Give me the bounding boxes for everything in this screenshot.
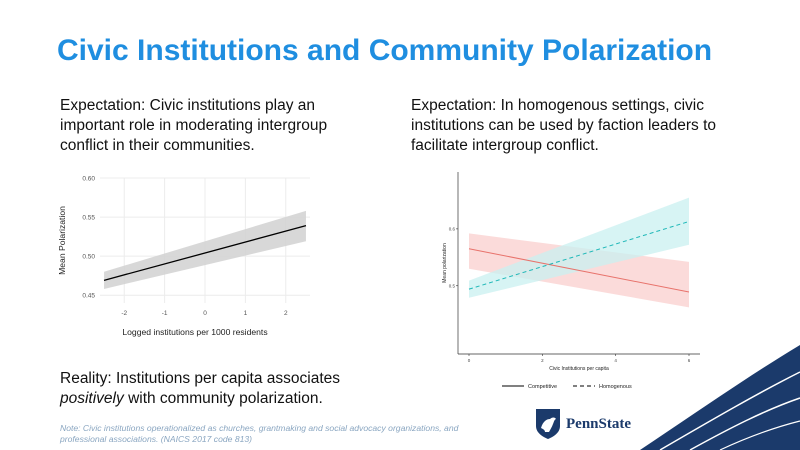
y-tick-label: 0.50 [82, 254, 95, 261]
footnote: Note: Civic institutions operationalized… [60, 423, 459, 444]
expectation-text: Civic institutions play an important rol… [60, 97, 328, 154]
confidence-band [104, 210, 306, 289]
y-axis-label: Mean Polarization [57, 206, 67, 275]
x-tick-label: 4 [614, 358, 617, 363]
y-tick-label: 0.60 [82, 176, 95, 183]
x-tick-label: 1 [244, 310, 248, 317]
legend-label-competitive: Competitive [528, 384, 557, 390]
x-axis-label: Logged institutions per 1000 residents [122, 327, 267, 337]
reality-text-emphasis: positively [60, 390, 124, 407]
shield-icon [536, 409, 560, 439]
y-tick-label: 0.6 [449, 227, 456, 232]
x-tick-label: 2 [284, 310, 288, 317]
pennstate-logo: PennState [535, 408, 655, 440]
page-title: Civic Institutions and Community Polariz… [57, 34, 713, 67]
expectation-block-left: Expectation: Civic institutions play an … [60, 96, 360, 156]
chart-right: 0.5 0.6 0 2 4 6 Civic Institutions per capita M… [442, 172, 700, 390]
x-tick-label: 0 [203, 310, 207, 317]
y-tick-label: 0.55 [82, 215, 95, 222]
x-tick-label: 0 [468, 358, 471, 363]
x-tick-label: -2 [121, 310, 127, 317]
series-homogenous-line [468, 221, 690, 290]
expectation-text: In homogenous settings, civic institutio… [411, 97, 717, 154]
x-tick-label: -1 [162, 310, 168, 317]
chart-left: 0.45 0.50 0.55 0.60 -2 -1 0 1 2 Logged institutio… [57, 176, 310, 337]
legend-label-homogenous: Homogenous [599, 384, 632, 390]
y-axis-label: Mean polarization [442, 243, 448, 283]
y-tick-label: 0.45 [82, 293, 95, 300]
x-axis-label: Civic Institutions per capita [549, 366, 609, 372]
reality-lead: Reality: [60, 370, 112, 387]
y-tick-label: 0.5 [449, 284, 456, 289]
reality-text-b: with community polarization. [128, 390, 323, 407]
x-tick-label: 2 [541, 358, 544, 363]
reality-text-a: Institutions per capita associates [116, 370, 341, 387]
expectation-lead: Expectation: [411, 97, 497, 114]
expectation-block-right: Expectation: In homogenous settings, civ… [411, 96, 751, 156]
series-competitive-line [468, 248, 690, 293]
x-tick-label: 6 [688, 358, 691, 363]
expectation-lead: Expectation: [60, 97, 146, 114]
reality-block: Reality: Institutions per capita associa… [60, 369, 360, 409]
regression-line [103, 225, 307, 281]
logo-text: PennState [566, 416, 631, 432]
